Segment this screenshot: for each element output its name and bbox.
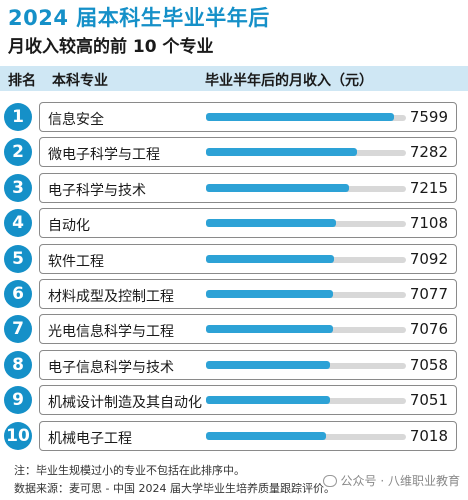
income-bar — [206, 431, 326, 440]
major-label: 光电信息科学与工程 — [48, 324, 174, 341]
table-row: 3 电子科学与技术 7215 — [0, 171, 468, 207]
page-subtitle: 月收入较高的前 10 个专业 — [8, 37, 214, 57]
watermark: 公众号 · 八维职业教育 — [322, 472, 460, 489]
income-bar — [206, 290, 333, 298]
table-row: 8 电子信息科学与技术 7058 — [0, 348, 468, 384]
table-row: 4 自动化 7108 — [0, 206, 468, 242]
rank-badge: 5 — [4, 244, 32, 273]
rank-badge: 2 — [4, 138, 32, 167]
income-value: 7051 — [409, 391, 448, 410]
income-bar — [206, 148, 357, 157]
income-bar — [206, 396, 330, 405]
table-row: 10 机械电子工程 7018 — [0, 419, 468, 455]
table-header: 排名 本科专业 毕业半年后的月收入（元） — [0, 66, 468, 91]
table-row: 9 机械设计制造及其自动化 7051 — [0, 383, 468, 419]
data-source: 数据来源：麦可思 - 中国 2024 届大学毕业生培养质量跟踪评价。 — [14, 482, 335, 495]
major-label: 机械设计制造及其自动化 — [48, 395, 202, 412]
rank-badge: 4 — [4, 209, 32, 238]
wechat-icon — [322, 474, 337, 487]
major-label: 材料成型及控制工程 — [48, 289, 174, 305]
table-row: 2 微电子科学与工程 7282 — [0, 135, 468, 171]
rank-badge: 8 — [4, 350, 32, 379]
rank-badge: 3 — [4, 173, 32, 202]
income-value: 7076 — [409, 320, 448, 339]
income-bar — [206, 325, 333, 334]
major-label: 机械电子工程 — [48, 430, 132, 447]
header-major: 本科专业 — [52, 73, 108, 89]
income-value: 7058 — [409, 355, 448, 374]
rank-badge: 6 — [4, 280, 32, 308]
major-label: 电子信息科学与技术 — [48, 359, 174, 376]
income-bar — [206, 183, 349, 192]
income-value: 7282 — [409, 143, 448, 162]
footnote: 注：毕业生规模过小的专业不包括在此排序中。 — [14, 464, 245, 477]
table-row: 1 信息安全 7599 — [0, 100, 468, 136]
income-value: 7599 — [409, 108, 448, 126]
income-bar — [206, 254, 335, 263]
income-bar — [206, 219, 337, 228]
watermark-text: 公众号 · 八维职业教育 — [340, 474, 460, 488]
rank-badge: 1 — [4, 103, 32, 131]
income-value: 7108 — [409, 214, 448, 233]
major-label: 软件工程 — [48, 253, 104, 270]
page-title: 2024 届本科生毕业半年后 — [8, 6, 270, 30]
major-label: 自动化 — [48, 218, 90, 235]
rank-badge: 10 — [4, 421, 32, 450]
rank-badge: 7 — [4, 315, 32, 344]
major-label: 电子科学与技术 — [48, 182, 146, 199]
income-value: 7092 — [409, 249, 448, 268]
income-value: 7077 — [409, 285, 448, 303]
income-value: 7018 — [409, 426, 448, 445]
header-income: 毕业半年后的月收入（元） — [205, 73, 373, 89]
major-label: 微电子科学与工程 — [48, 147, 160, 164]
income-value: 7215 — [409, 178, 448, 197]
table-row: 6 材料成型及控制工程 7077 — [0, 277, 468, 313]
income-bar — [206, 360, 331, 369]
income-bar — [206, 113, 395, 121]
header-rank: 排名 — [8, 73, 36, 89]
table-row: 7 光电信息科学与工程 7076 — [0, 312, 468, 348]
rank-badge: 9 — [4, 386, 32, 415]
table-row: 5 软件工程 7092 — [0, 242, 468, 278]
major-label: 信息安全 — [48, 112, 104, 128]
